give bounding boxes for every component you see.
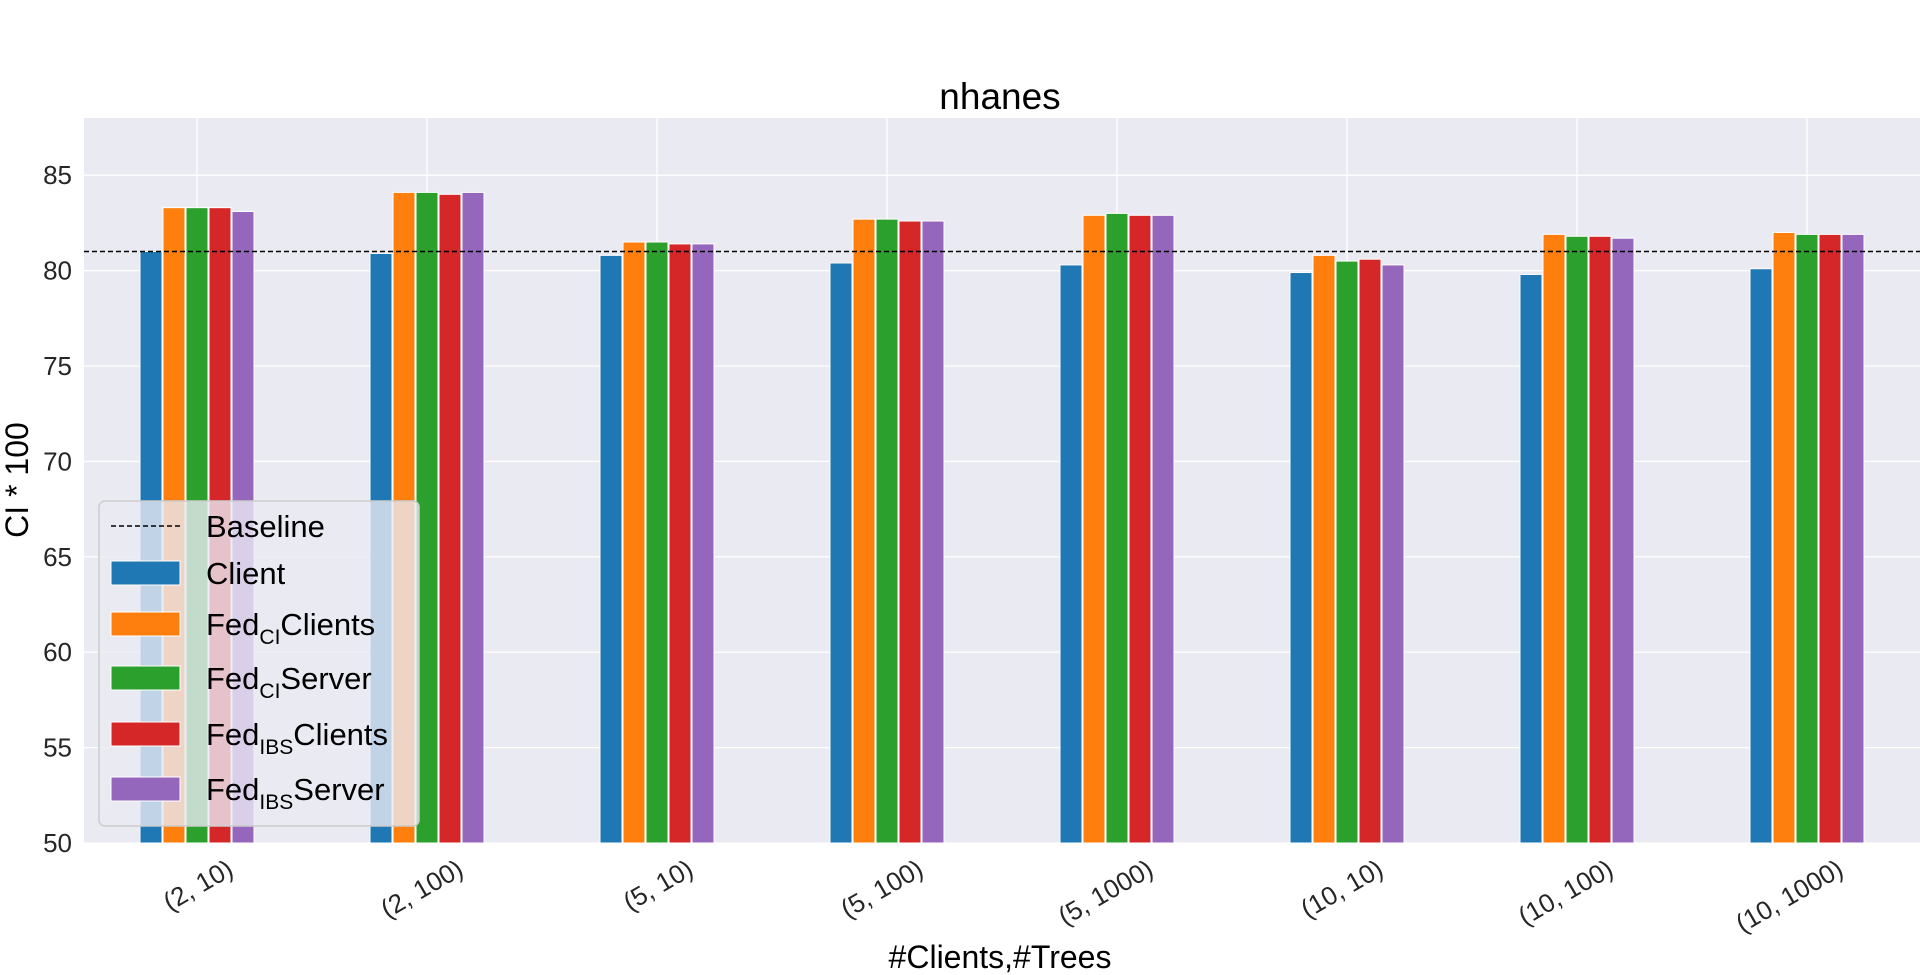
bar <box>622 241 646 844</box>
y-tick-label: 50 <box>43 828 72 858</box>
x-tick-label: (2, 100) <box>375 853 468 924</box>
bar <box>691 243 715 844</box>
y-tick-label: 80 <box>43 256 72 286</box>
bars <box>139 191 1865 844</box>
chart-title: nhanes <box>939 76 1060 117</box>
bar <box>1381 264 1405 844</box>
legend-swatch <box>110 665 181 691</box>
x-tick-label: (5, 1000) <box>1053 853 1158 931</box>
legend-label: FedIBSClients <box>206 717 388 759</box>
bar <box>875 218 899 844</box>
legend-baseline-label: Baseline <box>206 509 325 544</box>
x-tick-label: (2, 10) <box>158 853 238 917</box>
bar <box>438 193 462 844</box>
bar <box>1818 233 1842 844</box>
legend-swatch <box>110 721 181 747</box>
bar <box>1289 272 1313 844</box>
y-axis-label: CI * 100 <box>0 422 35 538</box>
x-axis-label: #Clients,#Trees <box>889 939 1112 975</box>
legend-swatch <box>110 611 181 637</box>
y-tick-label: 70 <box>43 446 72 476</box>
bar <box>1542 233 1566 844</box>
legend-label: FedCIClients <box>206 607 375 649</box>
bar <box>461 191 485 844</box>
x-tick-labels: (2, 10) (2, 100) (5, 10) (5, 100) (5, 1000) (… <box>158 853 1848 938</box>
bar <box>645 241 669 844</box>
bar <box>1335 260 1359 844</box>
bar <box>1151 214 1175 844</box>
x-tick-label: (10, 10) <box>1295 853 1388 924</box>
bar <box>1588 235 1612 844</box>
y-tick-labels: 50 55 60 65 70 75 80 85 <box>43 160 72 858</box>
bar <box>1358 258 1382 844</box>
y-tick-label: 55 <box>43 733 72 763</box>
y-tick-label: 65 <box>43 542 72 572</box>
bar <box>1565 235 1589 844</box>
bar <box>599 254 623 844</box>
bar <box>829 262 853 844</box>
bar <box>1772 231 1796 844</box>
y-tick-label: 60 <box>43 637 72 667</box>
bar <box>1795 233 1819 844</box>
bar <box>1105 212 1129 844</box>
x-tick-label: (5, 10) <box>618 853 698 917</box>
bar <box>921 220 945 844</box>
legend-swatch <box>110 776 181 802</box>
bar <box>898 220 922 844</box>
bar <box>1841 233 1865 844</box>
legend-label: FedIBSServer <box>206 772 385 814</box>
y-tick-label: 85 <box>43 160 72 190</box>
bar <box>1059 264 1083 844</box>
y-tick-label: 75 <box>43 351 72 381</box>
bar <box>1312 254 1336 844</box>
bar <box>1749 268 1773 844</box>
bar <box>668 243 692 844</box>
bar <box>1519 273 1543 844</box>
legend-label: Client <box>206 556 286 591</box>
x-tick-label: (10, 100) <box>1513 853 1618 931</box>
bar <box>1082 214 1106 844</box>
legend-swatch <box>110 560 181 586</box>
bar <box>1128 214 1152 844</box>
x-tick-label: (5, 100) <box>835 853 928 924</box>
bar <box>1611 237 1635 844</box>
legend: Baseline Client FedCIClients FedCIServer Fed… <box>98 500 420 827</box>
bar <box>852 218 876 844</box>
x-tick-label: (10, 1000) <box>1730 853 1848 938</box>
legend-label: FedCIServer <box>206 661 372 703</box>
